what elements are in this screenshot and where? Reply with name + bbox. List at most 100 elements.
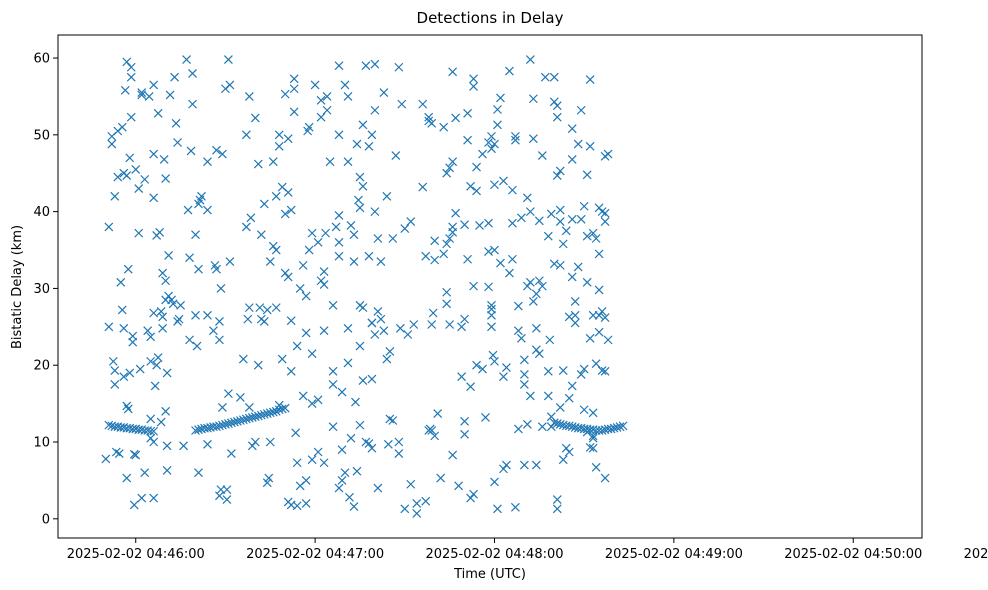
data-point: [149, 426, 159, 436]
data-point: [135, 364, 145, 374]
data-point: [573, 262, 583, 272]
data-point: [120, 85, 130, 95]
data-point: [424, 112, 434, 122]
data-point: [186, 146, 196, 156]
data-point: [319, 326, 329, 336]
data-point: [325, 157, 335, 167]
data-point: [531, 345, 541, 355]
data-point: [246, 213, 256, 223]
data-point: [451, 113, 461, 123]
data-point: [253, 411, 263, 421]
data-point: [194, 264, 203, 274]
data-point: [379, 88, 389, 98]
data-point: [564, 393, 574, 403]
data-point: [223, 389, 233, 399]
data-point: [355, 341, 365, 351]
data-point: [117, 305, 127, 315]
data-point: [600, 208, 610, 218]
data-point: [194, 425, 203, 435]
data-point: [594, 285, 604, 295]
data-point: [110, 366, 120, 376]
data-point: [203, 310, 212, 320]
data-point: [129, 500, 139, 510]
data-point: [364, 251, 374, 261]
data-point: [570, 297, 580, 306]
data-point: [400, 504, 410, 514]
data-point: [531, 289, 541, 299]
data-point: [283, 272, 293, 282]
data-point: [594, 249, 604, 259]
data-point: [600, 366, 610, 376]
data-point: [585, 442, 595, 452]
data-point: [522, 193, 532, 203]
data-point: [143, 326, 153, 336]
data-point: [552, 101, 562, 111]
data-point: [268, 157, 278, 167]
data-point: [428, 308, 438, 318]
data-point: [609, 423, 619, 433]
data-point: [291, 428, 301, 438]
data-point: [591, 462, 601, 472]
data-point: [159, 154, 169, 164]
data-point: [104, 222, 114, 232]
data-point: [516, 213, 526, 223]
data-point: [182, 55, 191, 64]
data-point: [493, 120, 502, 130]
data-point: [376, 314, 386, 324]
data-point: [475, 221, 484, 230]
data-point: [158, 268, 168, 278]
data-point: [555, 419, 565, 429]
data-point: [469, 82, 478, 91]
data-point: [137, 493, 147, 503]
data-point: [472, 186, 481, 196]
data-point: [358, 181, 368, 191]
data-point: [283, 188, 293, 197]
data-point: [125, 368, 135, 378]
data-point: [567, 272, 577, 282]
data-point: [418, 99, 428, 109]
y-tick-label: 20: [33, 359, 50, 374]
data-point: [603, 335, 613, 345]
data-point: [448, 157, 458, 167]
data-point: [552, 112, 562, 122]
data-point: [292, 458, 302, 468]
data-point: [122, 171, 132, 180]
data-point: [250, 412, 260, 422]
data-point: [185, 335, 194, 345]
data-point: [114, 449, 124, 458]
x-axis: 2025-02-02 04:46:00 2025-02-02 04:47:00 20…: [67, 538, 988, 562]
data-point: [555, 205, 565, 215]
data-point: [487, 131, 496, 141]
data-point: [510, 131, 520, 141]
data-point: [232, 416, 242, 426]
data-point: [499, 464, 508, 474]
data-point: [149, 80, 159, 90]
data-point: [466, 493, 475, 503]
data-point: [307, 228, 317, 238]
data-point: [259, 199, 269, 209]
data-point: [585, 141, 595, 151]
data-point: [277, 404, 287, 414]
data-point: [346, 433, 356, 443]
data-point: [507, 218, 517, 228]
data-point: [439, 122, 449, 132]
data-point: [358, 376, 368, 385]
data-point: [448, 222, 458, 232]
data-point: [600, 217, 610, 227]
data-point: [274, 400, 284, 410]
data-point: [570, 318, 580, 328]
data-point: [370, 330, 380, 339]
data-point: [463, 108, 473, 118]
data-point: [490, 180, 499, 190]
data-point: [244, 413, 254, 423]
data-point: [223, 419, 233, 429]
data-point: [502, 363, 511, 372]
data-point: [606, 424, 616, 434]
data-point: [409, 320, 419, 329]
data-point: [555, 260, 565, 270]
data-point: [516, 333, 526, 343]
data-point: [125, 153, 135, 163]
data-point: [164, 291, 174, 301]
data-point: [448, 450, 458, 460]
